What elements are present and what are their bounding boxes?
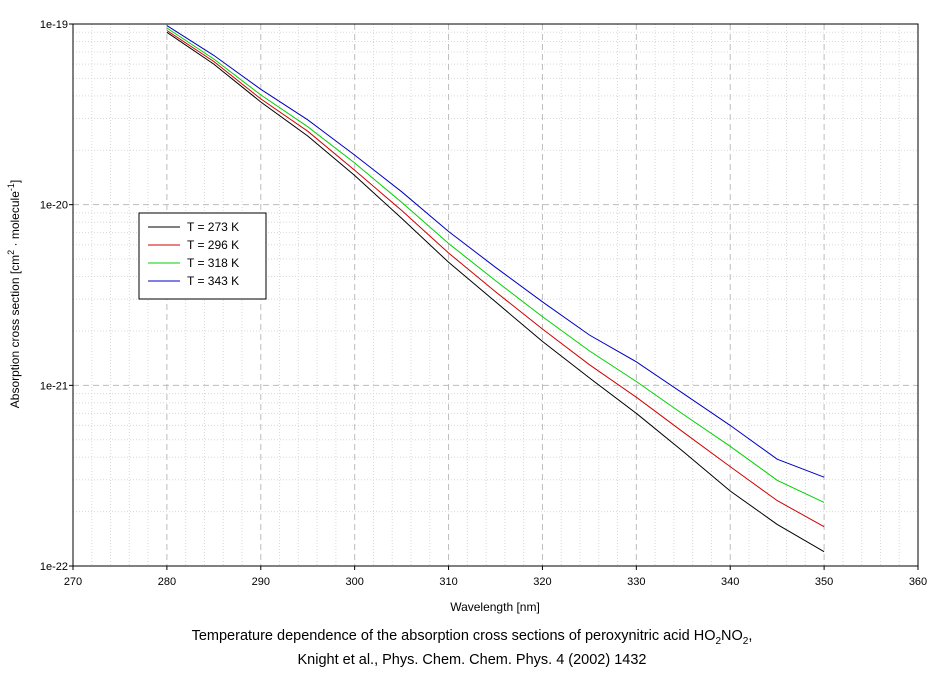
y-tick-label: 1e-22 <box>40 561 68 573</box>
x-tick-label: 330 <box>627 576 645 588</box>
x-tick-label: 280 <box>158 576 176 588</box>
caption-line-2: Knight et al., Phys. Chem. Chem. Phys. 4… <box>297 652 647 668</box>
series-line-2 <box>166 30 825 528</box>
legend-label: T = 343 K <box>187 274 239 288</box>
plot-background <box>0 0 944 625</box>
x-tick-label: 340 <box>721 576 739 588</box>
x-axis-ticks: 270 280 290 300 310 320 330 340 350 360 <box>64 566 927 588</box>
y-tick-label: 1e-19 <box>40 19 68 31</box>
legend-label: T = 296 K <box>187 238 239 252</box>
series-line-1 <box>166 31 825 553</box>
y-tick-label: 1e-20 <box>40 200 68 212</box>
caption-line-1: Temperature dependence of the absorption… <box>191 628 753 647</box>
series-line-4 <box>166 25 825 478</box>
y-tick-label: 1e-21 <box>40 380 68 392</box>
x-tick-label: 270 <box>64 576 82 588</box>
x-tick-label: 350 <box>815 576 833 588</box>
x-tick-label: 320 <box>533 576 551 588</box>
plot-frame <box>72 23 919 567</box>
legend-label: T = 273 K <box>187 220 239 234</box>
x-tick-label: 290 <box>252 576 270 588</box>
legend: T = 273 K T = 296 K T = 318 K T = 343 K <box>138 212 267 300</box>
series-line-3 <box>166 27 825 503</box>
series-lines <box>166 25 825 553</box>
chart: 270 280 290 300 310 320 330 340 350 360 1e-19 1e-2… <box>0 0 944 625</box>
y-axis-ticks: 1e-19 1e-20 1e-21 1e-22 <box>40 19 73 573</box>
x-tick-label: 360 <box>909 576 927 588</box>
x-tick-label: 300 <box>345 576 363 588</box>
y-axis-title: Absorption cross section [cm2 · molecule… <box>6 180 22 408</box>
legend-label: T = 318 K <box>187 256 239 270</box>
x-tick-label: 310 <box>439 576 457 588</box>
x-axis-title: Wavelength [nm] <box>450 600 540 614</box>
